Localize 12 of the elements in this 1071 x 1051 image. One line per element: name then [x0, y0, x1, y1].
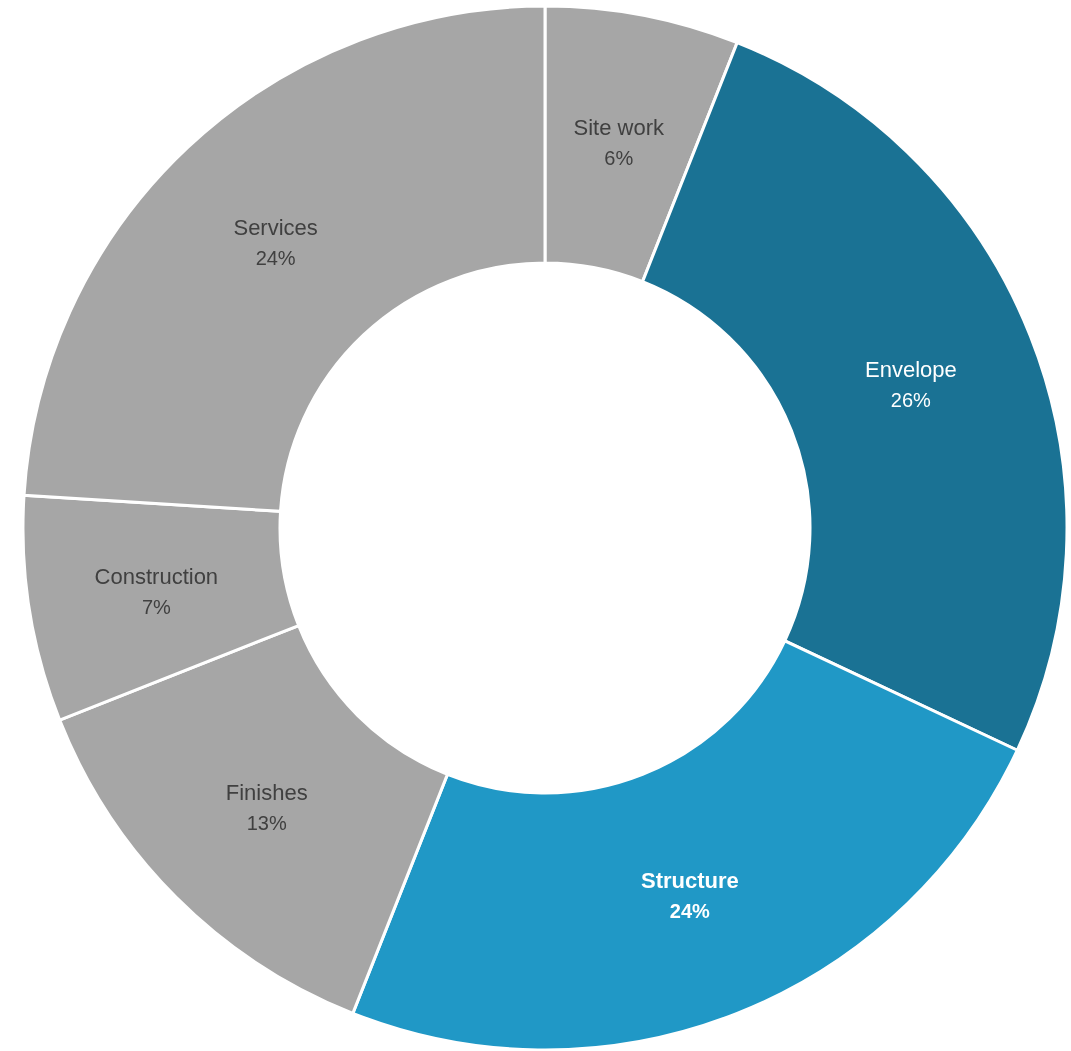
- data-label: 13%: [246, 812, 287, 835]
- slice-label: Site work: [573, 115, 665, 141]
- data-label: 6%: [604, 147, 634, 170]
- data-label: 26%: [890, 389, 932, 412]
- slice-label: Construction: [94, 563, 219, 589]
- data-label: 24%: [669, 899, 711, 922]
- slice-label: Services: [233, 215, 318, 241]
- slice-label: Finishes: [225, 780, 308, 806]
- slice-label: Structure: [640, 867, 739, 893]
- slice-label: Envelope: [864, 357, 957, 383]
- data-label: 24%: [255, 247, 296, 270]
- data-label: 7%: [141, 595, 172, 618]
